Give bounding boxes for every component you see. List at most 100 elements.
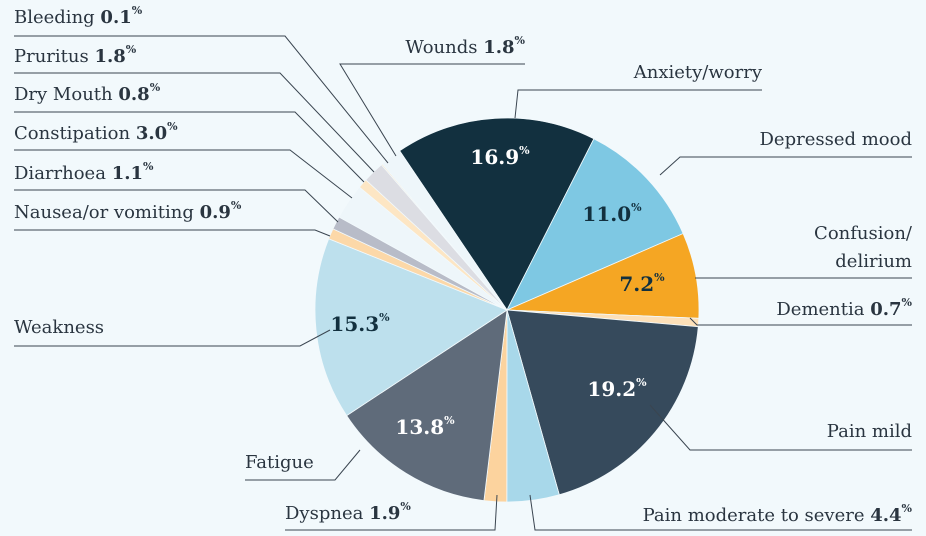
category-label: Pruritus bbox=[14, 46, 89, 67]
leader-line bbox=[14, 149, 353, 199]
value-unit: % bbox=[902, 296, 913, 309]
leader-line bbox=[285, 494, 498, 531]
value-label: 0.8% bbox=[118, 81, 160, 105]
value-unit: % bbox=[654, 271, 665, 284]
leader-line bbox=[529, 494, 912, 531]
slice-label: Dementia 0.7% bbox=[776, 296, 912, 320]
value-number: 1.9 bbox=[369, 503, 400, 524]
value-label: 1.8% bbox=[483, 34, 525, 58]
slice-label: Weakness bbox=[14, 317, 104, 338]
category-label: Dyspnea bbox=[285, 503, 364, 524]
category-label: Depressed mood bbox=[760, 129, 913, 150]
pie-slice bbox=[314, 238, 508, 417]
leader-line bbox=[659, 156, 912, 176]
value-unit: % bbox=[167, 120, 178, 133]
value-number: 0.7 bbox=[870, 299, 901, 320]
value-number: 15.3 bbox=[330, 312, 379, 336]
leader-line bbox=[14, 229, 331, 237]
value-unit: % bbox=[231, 199, 242, 212]
slice-label: Anxiety/worry bbox=[633, 62, 763, 83]
slice-label: Dry Mouth 0.8% bbox=[14, 81, 161, 105]
value-label: 11.0% bbox=[582, 201, 642, 226]
value-unit: % bbox=[902, 502, 913, 515]
slice-label: Fatigue bbox=[245, 452, 314, 473]
value-number: 1.8 bbox=[483, 37, 514, 58]
category-label: Constipation bbox=[14, 123, 131, 144]
pie-slice bbox=[506, 309, 699, 496]
pie-slice bbox=[346, 309, 508, 502]
value-unit: % bbox=[444, 414, 455, 427]
slice-label: Nausea/or vomiting 0.9% bbox=[14, 199, 242, 223]
category-label: Pain mild bbox=[827, 421, 912, 442]
leader-line bbox=[689, 317, 912, 326]
value-unit: % bbox=[132, 4, 143, 17]
value-label: 4.4% bbox=[870, 502, 912, 526]
inside-label: 16.9% bbox=[470, 144, 530, 169]
value-number: 7.2 bbox=[619, 272, 654, 296]
pie-slice bbox=[399, 117, 595, 311]
value-label: 0.7% bbox=[870, 296, 912, 320]
category-label: Dry Mouth bbox=[14, 84, 113, 105]
category-label: Fatigue bbox=[245, 452, 314, 473]
category-label: Weakness bbox=[14, 317, 104, 338]
value-label: 0.9% bbox=[200, 199, 242, 223]
category-label: Anxiety/worry bbox=[633, 62, 763, 83]
value-number: 3.0 bbox=[136, 123, 167, 144]
leader-line bbox=[14, 35, 389, 164]
category-label: Wounds bbox=[405, 37, 477, 58]
value-number: 19.2 bbox=[587, 377, 636, 401]
value-unit: % bbox=[515, 34, 526, 47]
slice-label: Confusion/delirium bbox=[814, 223, 913, 272]
inside-label: 7.2% bbox=[619, 271, 665, 296]
slice-label: Bleeding 0.1% bbox=[14, 4, 143, 28]
slice-label: Diarrhoea 1.1% bbox=[14, 160, 154, 184]
slice-label: Pain mild bbox=[827, 421, 912, 442]
value-unit: % bbox=[379, 311, 390, 324]
leader-line bbox=[14, 72, 375, 173]
value-label: 15.3% bbox=[330, 311, 390, 336]
value-number: 0.8 bbox=[118, 84, 149, 105]
category-label: Pain moderate to severe bbox=[643, 505, 865, 526]
category-label: Diarrhoea bbox=[14, 163, 106, 184]
slice-label: Depressed mood bbox=[760, 129, 913, 150]
value-unit: % bbox=[400, 500, 411, 513]
inside-label: 19.2% bbox=[587, 376, 647, 401]
value-unit: % bbox=[519, 144, 530, 157]
value-label: 3.0% bbox=[136, 120, 178, 144]
value-number: 0.1 bbox=[100, 7, 131, 28]
value-label: 1.1% bbox=[112, 160, 154, 184]
category-label: Dementia bbox=[776, 299, 864, 320]
category-label: Bleeding bbox=[14, 7, 95, 28]
leader-line bbox=[14, 189, 339, 223]
value-number: 11.0 bbox=[582, 202, 631, 226]
slice-label: Pruritus 1.8% bbox=[14, 43, 137, 67]
value-label: 7.2% bbox=[619, 271, 665, 296]
value-label: 0.1% bbox=[100, 4, 142, 28]
value-unit: % bbox=[636, 376, 647, 389]
slice-label: Dyspnea 1.9% bbox=[285, 500, 411, 524]
slice-label: Wounds 1.8% bbox=[405, 34, 525, 58]
leader-line bbox=[514, 89, 762, 119]
line: Confusion/ bbox=[814, 223, 913, 244]
value-number: 1.8 bbox=[94, 46, 125, 67]
inside-label: 13.8% bbox=[395, 414, 455, 439]
value-label: 1.9% bbox=[369, 500, 411, 524]
value-unit: % bbox=[126, 43, 137, 56]
value-label: 19.2% bbox=[587, 376, 647, 401]
value-label: 1.8% bbox=[94, 43, 136, 67]
category-label: Confusion/delirium bbox=[814, 223, 913, 272]
pie-slice bbox=[506, 138, 684, 311]
leader-line bbox=[245, 449, 361, 481]
leader-line bbox=[14, 111, 365, 183]
value-number: 4.4 bbox=[870, 505, 901, 526]
slice-label: Constipation 3.0% bbox=[14, 120, 178, 144]
value-unit: % bbox=[631, 201, 642, 214]
category-label: Nausea/or vomiting bbox=[14, 202, 194, 223]
value-unit: % bbox=[150, 81, 161, 94]
pie-slice bbox=[381, 150, 508, 311]
value-number: 13.8 bbox=[395, 415, 444, 439]
value-label: 16.9% bbox=[470, 144, 530, 169]
slice-label: Pain moderate to severe 4.4% bbox=[643, 502, 913, 526]
leader-line bbox=[14, 329, 331, 347]
